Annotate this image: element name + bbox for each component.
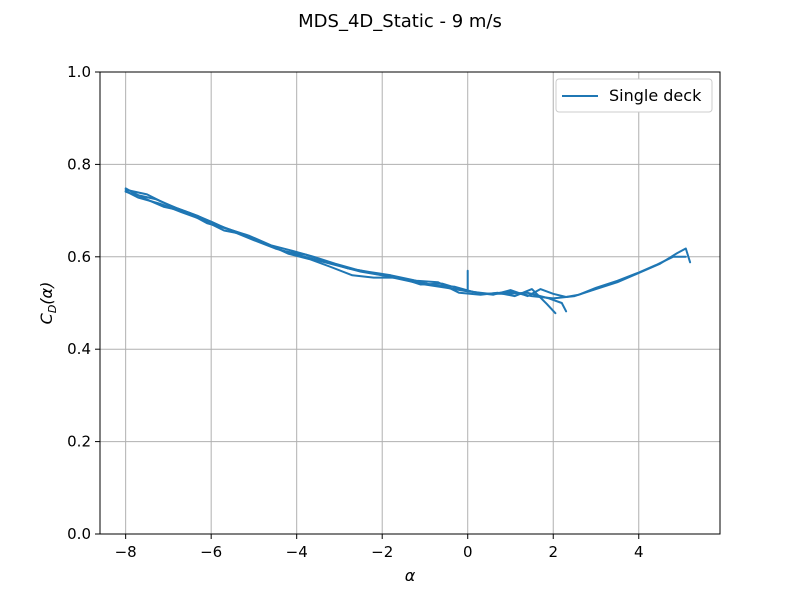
y-tick-label: 0.6 [67,248,91,266]
legend-label: Single deck [609,86,702,105]
chart-title: MDS_4D_Static - 9 m/s [298,11,502,32]
x-axis-label: α [405,566,416,585]
series-group [124,187,692,315]
x-tick-label: −2 [371,543,393,561]
legend: Single deck [555,78,713,113]
y-tick-label: 0.0 [67,525,91,543]
x-tick-label: 4 [634,543,644,561]
x-tick-label: −8 [115,543,137,561]
x-tick-label: 0 [463,543,473,561]
y-axis-label-main: C [37,312,56,324]
x-axis: −8 −6 −4 −2 0 2 4 [115,534,644,561]
y-tick-label: 0.4 [67,340,91,358]
series-line-single-deck [124,190,557,315]
y-axis-label: CD(α) [37,282,59,325]
y-tick-label: 0.8 [67,155,91,173]
y-axis-label-subscript: D [46,305,59,313]
legend-box [555,78,713,113]
y-axis-label-suffix: (α) [37,282,56,305]
x-tick-label: −4 [286,543,308,561]
plot-frame [99,71,721,535]
y-tick-label: 1.0 [67,63,91,81]
x-tick-label: 2 [548,543,558,561]
y-tick-label: 0.2 [67,433,91,451]
x-tick-label: −6 [200,543,222,561]
y-axis: 0.0 0.2 0.4 0.6 0.8 1.0 [67,63,100,543]
